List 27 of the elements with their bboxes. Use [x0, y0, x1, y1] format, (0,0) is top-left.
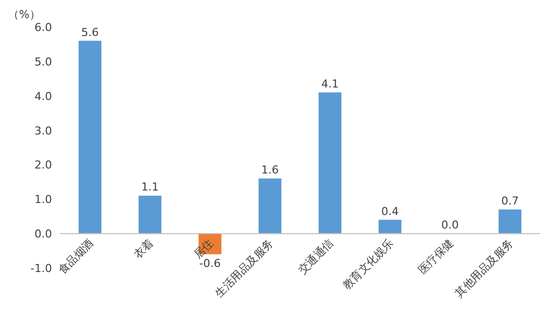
bar	[378, 220, 402, 234]
x-tick-label: 衣着	[131, 236, 156, 262]
y-tick-label: 2.0	[34, 158, 52, 172]
x-tick-label: 教育文化娱乐	[340, 236, 396, 292]
data-label: 1.1	[141, 180, 159, 194]
y-tick-label: 1.0	[34, 193, 52, 206]
y-tick-label: 3.0	[34, 124, 52, 138]
y-axis-title: （%）	[8, 8, 40, 21]
data-label: 0.4	[381, 204, 399, 218]
y-tick-label: 5.0	[34, 55, 52, 68]
y-tick-label: 0.0	[34, 228, 52, 241]
x-tick-label: 食品烟酒	[56, 236, 96, 277]
y-tick-label: -1.0	[30, 262, 52, 275]
bar	[78, 40, 102, 234]
bar	[258, 178, 282, 234]
data-label: 0.7	[501, 194, 519, 208]
data-label: 5.6	[81, 26, 99, 39]
bar	[318, 92, 342, 234]
x-tick-label: 交通通信	[296, 236, 336, 277]
data-label: -0.6	[199, 257, 221, 270]
bar	[138, 196, 162, 234]
data-label: 4.1	[321, 77, 339, 90]
data-label: 0.0	[441, 218, 459, 232]
bar	[498, 209, 522, 234]
y-tick-label: 4.0	[34, 90, 52, 103]
y-tick-label: 6.0	[34, 21, 52, 34]
data-label: 1.6	[261, 163, 279, 176]
